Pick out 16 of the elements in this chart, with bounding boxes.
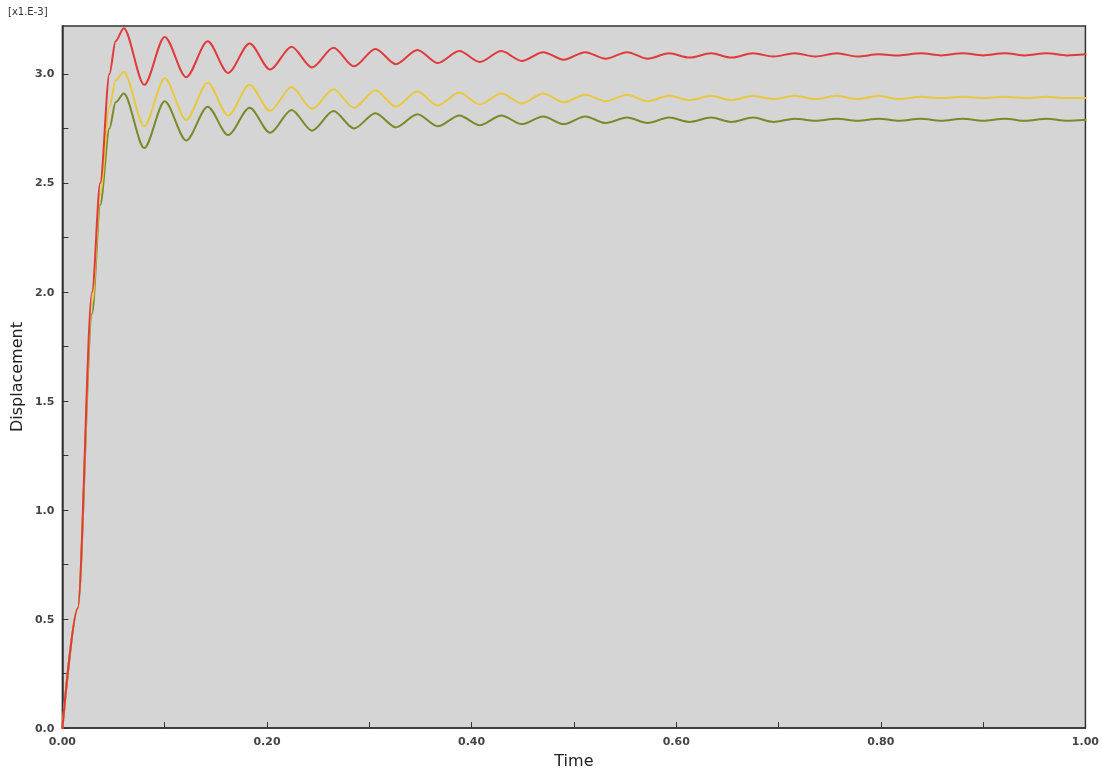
y-tick-label: 0.5 <box>34 612 55 626</box>
x-tick-label: 0.40 <box>458 735 486 749</box>
text: [x1.E-3] <box>8 5 48 17</box>
x-axis-title: Time <box>553 750 594 770</box>
y-tick-label: 1.5 <box>34 394 55 408</box>
x-tick-label: 0.80 <box>867 735 895 749</box>
x-tick-label: 1.00 <box>1071 735 1100 749</box>
y-tick-label: 3.0 <box>34 67 55 81</box>
y-tick-label: 0.0 <box>34 721 55 735</box>
y-axis-title: Displacement <box>6 322 26 433</box>
x-tick-label: 0.20 <box>253 735 281 749</box>
y-tick-label: 2.0 <box>34 285 55 299</box>
y-tick-label: 1.0 <box>34 503 55 517</box>
x-tick-label: 0.00 <box>48 735 77 749</box>
x-tick-label: 0.60 <box>662 735 691 749</box>
y-tick-label: 2.5 <box>34 176 55 190</box>
